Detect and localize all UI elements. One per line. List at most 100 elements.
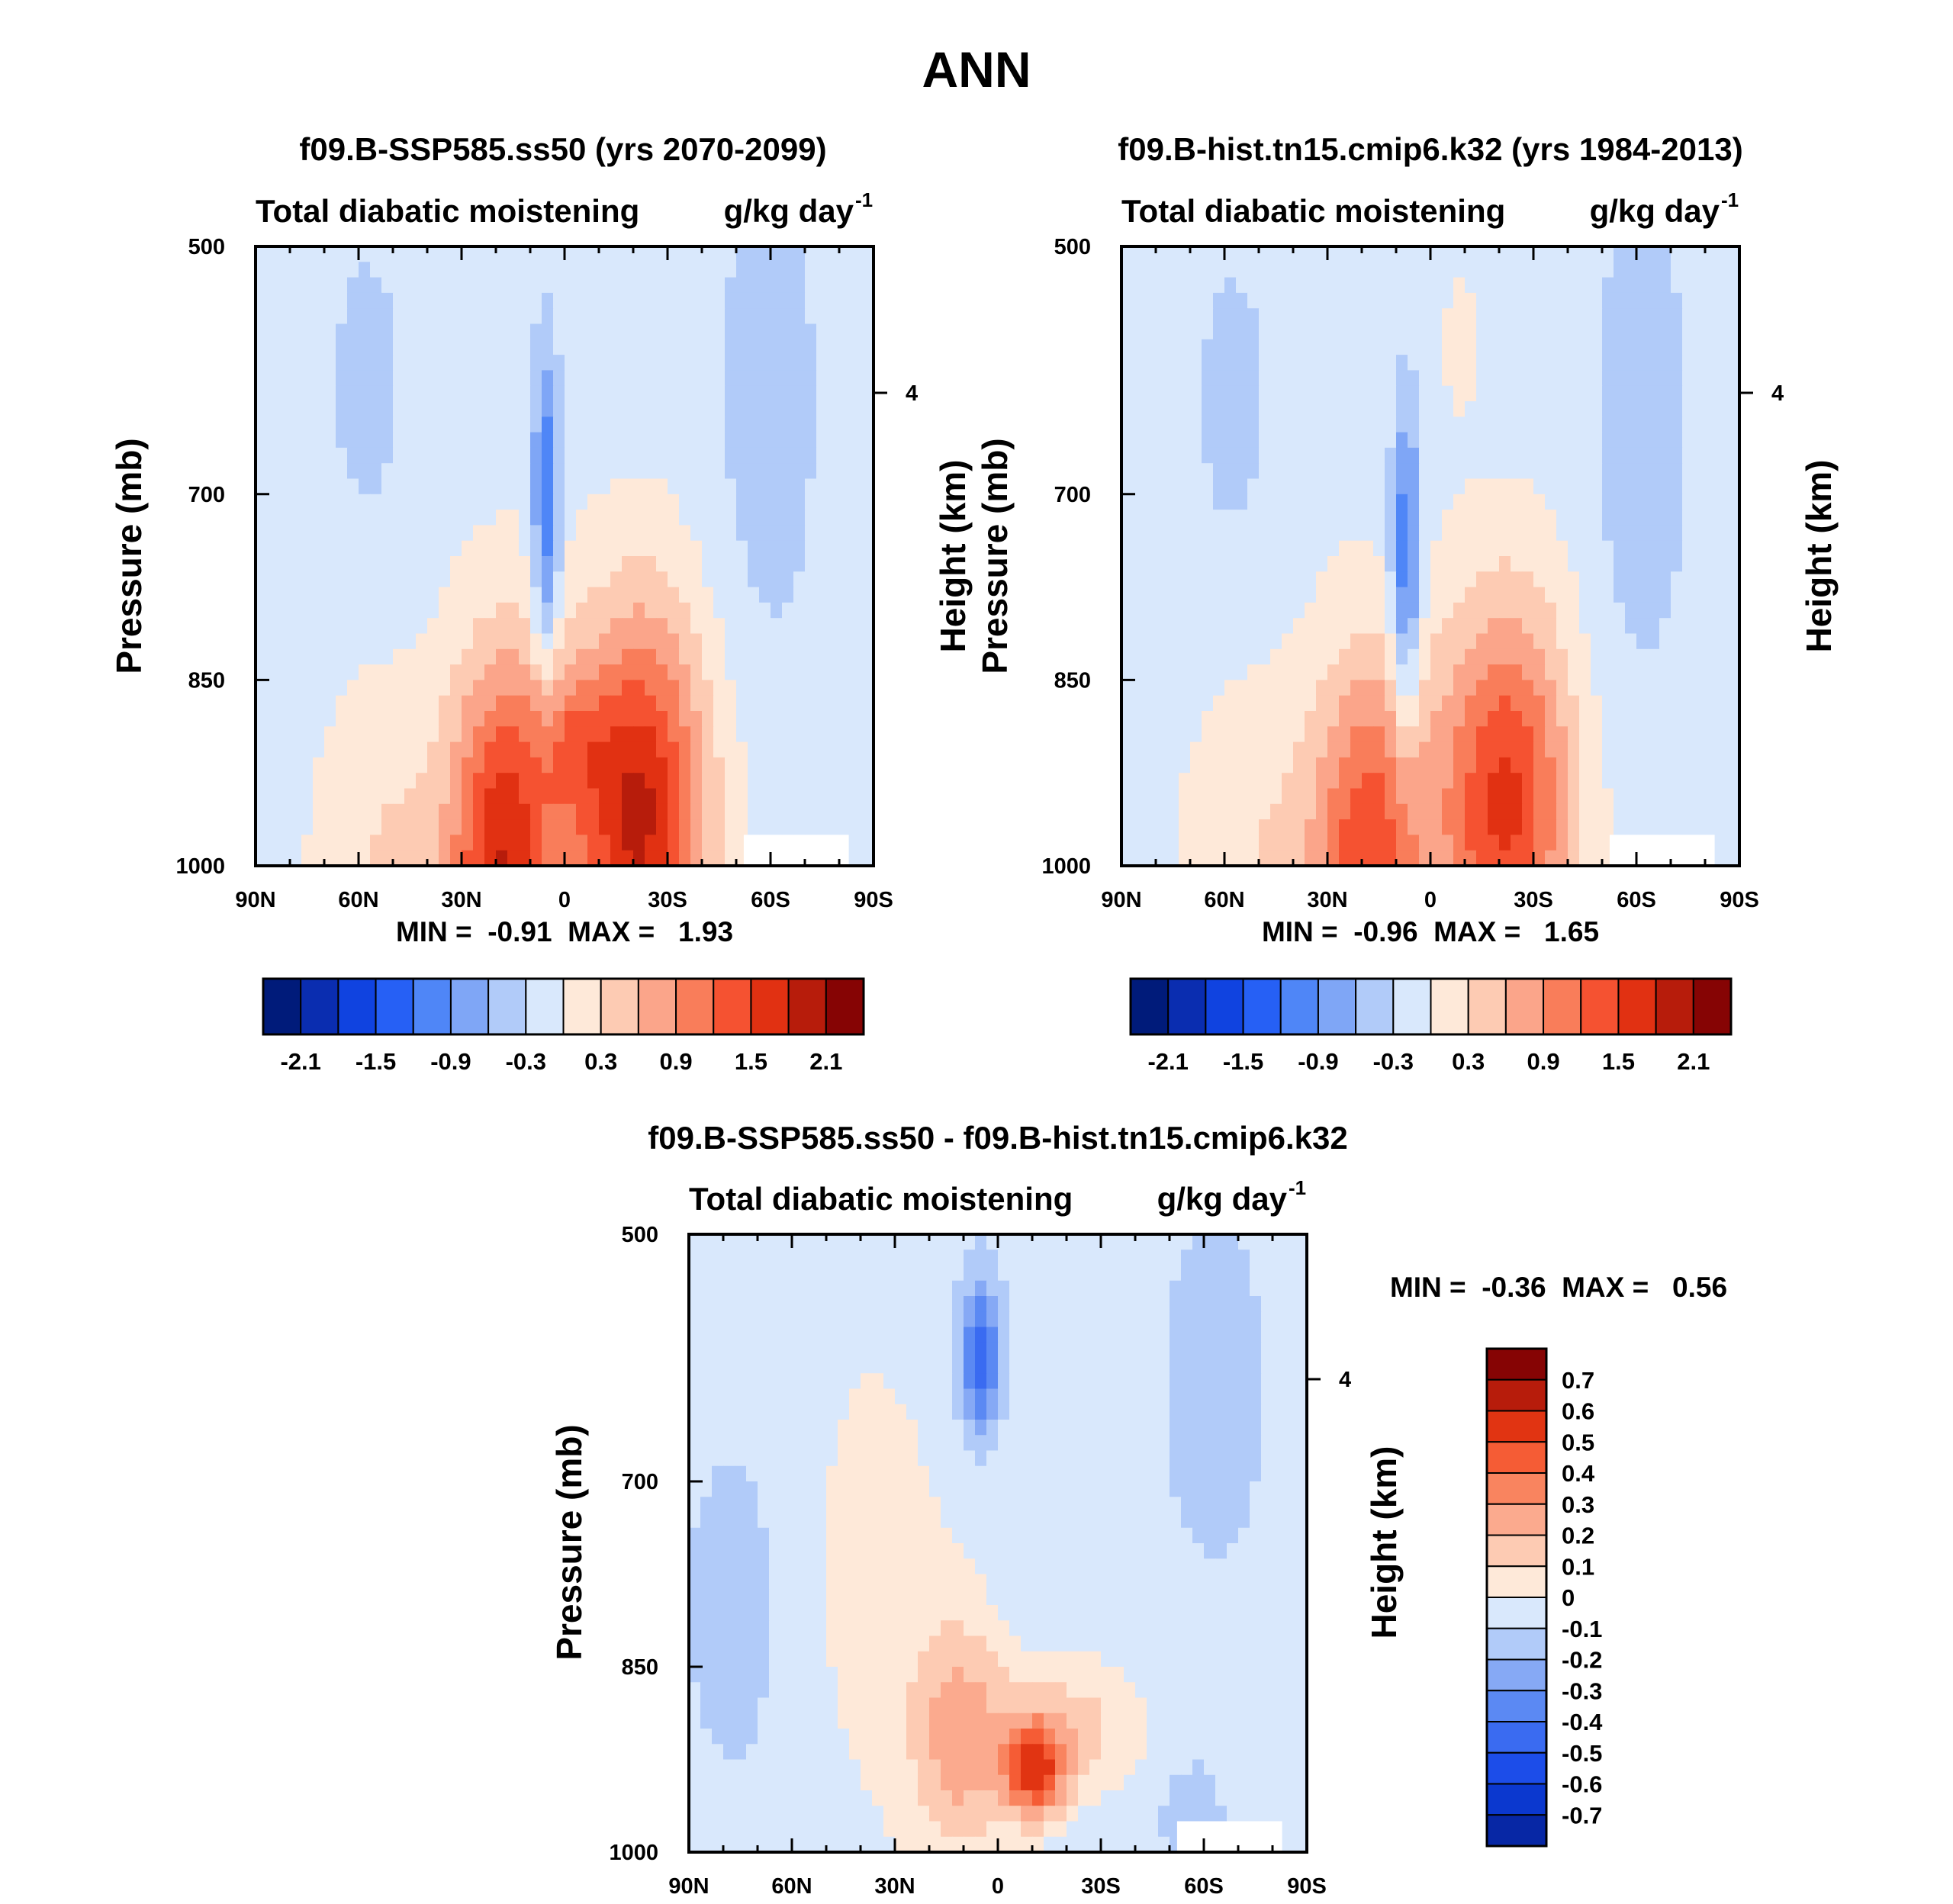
heatmap-cell: [793, 246, 806, 262]
heatmap-cell: [599, 339, 611, 355]
heatmap-cell: [1568, 416, 1580, 433]
heatmap-cell: [1250, 1296, 1262, 1312]
heatmap-cell: [1533, 571, 1546, 588]
heatmap-cell: [838, 1250, 850, 1266]
heatmap-cell: [769, 1280, 781, 1297]
heatmap-cell: [748, 478, 760, 495]
heatmap-cell: [1408, 432, 1420, 449]
heatmap-cell: [1408, 556, 1420, 572]
heatmap-cell: [1682, 664, 1694, 680]
heatmap-cell: [668, 788, 680, 805]
heatmap-cell: [404, 741, 417, 758]
heatmap-cell: [1625, 602, 1637, 619]
heatmap-cell: [530, 494, 542, 510]
heatmap-cell: [771, 633, 783, 650]
heatmap-cell: [1121, 355, 1134, 371]
heatmap-cell: [1694, 819, 1706, 835]
heatmap-cell: [1236, 788, 1248, 805]
heatmap-cell: [1591, 355, 1603, 371]
heatmap-cell: [278, 385, 291, 402]
heatmap-cell: [1362, 695, 1374, 712]
heatmap-cell: [1682, 323, 1694, 340]
heatmap-cell: [1167, 602, 1179, 619]
heatmap-cell: [1694, 262, 1706, 278]
heatmap-cell: [416, 648, 428, 665]
heatmap-cell: [839, 803, 851, 820]
heatmap-cell: [1396, 246, 1408, 262]
heatmap-cell: [1476, 711, 1488, 727]
heatmap-cell: [1190, 401, 1202, 417]
heatmap-cell: [301, 262, 314, 278]
heatmap-cell: [1396, 664, 1408, 680]
colorbar-swatch: [262, 978, 302, 1035]
heatmap-cell: [816, 308, 828, 325]
heatmap-cell: [849, 1265, 861, 1282]
heatmap-cell: [748, 602, 760, 619]
heatmap-cell: [1408, 571, 1420, 588]
heatmap-cell: [565, 819, 577, 835]
heatmap-cell: [1305, 246, 1317, 262]
heatmap-cell: [1648, 370, 1660, 387]
heatmap-cell: [1579, 463, 1591, 480]
heatmap-cell: [1373, 370, 1385, 387]
heatmap-cell: [828, 726, 840, 743]
heatmap-cell: [1135, 1327, 1147, 1343]
heatmap-cell: [404, 850, 417, 867]
heatmap-cell: [439, 819, 451, 835]
heatmap-cell: [872, 1280, 884, 1297]
heatmap-cell: [393, 447, 405, 464]
heatmap-cell: [1305, 695, 1317, 712]
heatmap-cell: [256, 726, 268, 743]
heatmap-cell: [1316, 556, 1328, 572]
heatmap-cell: [1350, 773, 1363, 790]
heatmap-cell: [769, 1250, 781, 1266]
heatmap-cell: [1396, 648, 1408, 665]
heatmap-cell: [1156, 292, 1168, 309]
heatmap-cell: [1614, 432, 1626, 449]
heatmap-cell: [1270, 741, 1282, 758]
heatmap-cell: [1121, 835, 1134, 851]
heatmap-cell: [1101, 1280, 1113, 1297]
heatmap-cell: [462, 478, 474, 495]
heatmap-cell: [1556, 695, 1569, 712]
heatmap-cell: [713, 401, 726, 417]
heatmap-cell: [1396, 556, 1408, 572]
heatmap-cell: [1499, 355, 1511, 371]
heatmap-cell: [462, 835, 474, 851]
heatmap-cell: [1499, 648, 1511, 665]
heatmap-cell: [1327, 370, 1340, 387]
heatmap-cell: [679, 618, 691, 635]
heatmap-cell: [1270, 478, 1282, 495]
heatmap-cell: [1202, 355, 1214, 371]
heatmap-cell: [610, 819, 623, 835]
heatmap-cell: [725, 463, 737, 480]
heatmap-cell: [1453, 803, 1466, 820]
heatmap-cell: [748, 525, 760, 542]
heatmap-cell: [839, 819, 851, 835]
heatmap-cell: [725, 726, 737, 743]
heatmap-cell: [1545, 695, 1557, 712]
heatmap-cell: [1499, 463, 1511, 480]
heatmap-cell: [1167, 323, 1179, 340]
heatmap-cell: [1270, 773, 1282, 790]
heatmap-cell: [587, 726, 600, 743]
heatmap-cell: [1465, 339, 1477, 355]
heatmap-cell: [1682, 478, 1694, 495]
heatmap-cell: [553, 463, 565, 480]
heatmap-cell: [1465, 432, 1477, 449]
heatmap-cell: [1190, 680, 1202, 696]
heatmap-cell: [553, 618, 565, 635]
heatmap-cell: [1419, 741, 1431, 758]
heatmap-cell: [313, 680, 325, 696]
heatmap-cell: [1032, 1342, 1044, 1359]
heatmap-cell: [1293, 339, 1305, 355]
heatmap-cell: [1579, 323, 1591, 340]
heatmap-cell: [1533, 850, 1546, 867]
heatmap-cell: [1533, 262, 1546, 278]
heatmap-cell: [416, 339, 428, 355]
heatmap-cell: [826, 1311, 838, 1328]
heatmap-cell: [1591, 835, 1603, 851]
heatmap-cell: [769, 1342, 781, 1359]
heatmap-cell: [679, 494, 691, 510]
heatmap-cell: [805, 416, 817, 433]
